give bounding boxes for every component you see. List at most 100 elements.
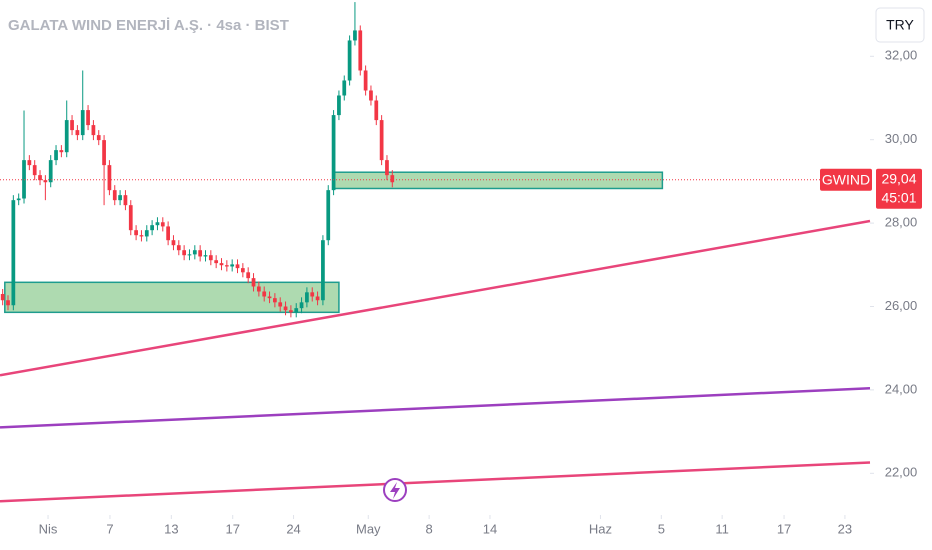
candle-body <box>155 222 160 226</box>
candle-body <box>289 310 293 313</box>
candle-body <box>48 160 53 183</box>
candle-body <box>273 298 277 303</box>
candle-body <box>283 306 288 311</box>
candle-body <box>64 120 69 153</box>
candle-body <box>251 278 256 287</box>
price-tag <box>876 168 922 209</box>
y-tick-label: 32,00 <box>885 48 918 63</box>
candle-body <box>160 222 165 227</box>
x-tick-label: 24 <box>286 521 300 536</box>
plot-layer: 22,00 24,00 26,00 28,00 30,00 32,00 Nis 7 13 17 24… <box>0 2 922 536</box>
x-tick-label: 14 <box>483 521 497 536</box>
candle-body <box>337 95 341 116</box>
x-tick-label: 17 <box>225 521 239 536</box>
candle-body <box>267 296 272 299</box>
trend-line <box>0 219 871 377</box>
candle-body <box>256 286 261 292</box>
last-price-label: 29,04 <box>881 170 916 186</box>
candle-body <box>91 125 96 136</box>
x-tick-label: 23 <box>838 521 852 536</box>
y-tick-label: 22,00 <box>885 465 918 480</box>
x-tick-label: 13 <box>164 521 178 536</box>
x-tick-label: 11 <box>715 521 729 536</box>
candle-body <box>32 165 37 176</box>
candle-body <box>80 110 85 136</box>
candle-body <box>112 190 117 201</box>
candle-body <box>219 263 224 266</box>
candle-body <box>208 255 213 261</box>
candle-body <box>294 308 299 313</box>
candle-body <box>331 115 336 191</box>
candle-body <box>214 260 219 264</box>
zone <box>332 171 664 190</box>
candle-body <box>150 225 154 231</box>
candle-body <box>182 250 187 256</box>
x-tick-label: 17 <box>777 521 791 536</box>
x-tick-label: Haz <box>589 521 612 536</box>
y-tick-label: 28,00 <box>885 215 918 230</box>
candle-body <box>278 302 283 307</box>
candle-body <box>374 100 379 121</box>
candle-body <box>240 268 245 273</box>
candle-body <box>192 250 197 255</box>
y-tick-label: 30,00 <box>885 131 918 146</box>
candle-body <box>107 165 112 191</box>
candle-body <box>246 272 251 279</box>
event-icon <box>390 482 400 499</box>
candle-body <box>43 180 48 183</box>
candle-body <box>385 160 389 176</box>
countdown-label: 45:01 <box>881 189 916 205</box>
y-tick-label: 24,00 <box>885 381 918 396</box>
x-tick-label: 8 <box>426 521 433 536</box>
candle-body <box>262 291 267 297</box>
x-tick-label: 5 <box>658 521 665 536</box>
candle-body <box>369 90 373 101</box>
candle-body <box>38 175 42 181</box>
x-tick-label: May <box>356 521 381 536</box>
candle-body <box>310 292 315 297</box>
candle-body <box>27 160 32 166</box>
candle-body <box>166 226 170 241</box>
symbol-tag <box>820 168 872 191</box>
x-tick-label: Nis <box>39 521 58 536</box>
zone <box>4 281 340 314</box>
trend-line <box>0 461 871 503</box>
candle-body <box>134 230 138 236</box>
candle-body <box>96 135 101 141</box>
candle-body <box>235 264 240 269</box>
candle-body <box>230 264 235 267</box>
candle-body <box>171 240 176 246</box>
candle-body <box>299 302 304 309</box>
candle-body <box>102 140 106 166</box>
candle-body <box>353 30 357 41</box>
candle-body <box>305 292 309 303</box>
candle-body <box>363 70 368 91</box>
candle-body <box>176 245 181 251</box>
currency-label[interactable]: TRY <box>886 17 914 33</box>
trend-line <box>0 386 871 429</box>
candle-body <box>347 40 352 81</box>
candle-body <box>70 120 74 131</box>
currency-button[interactable] <box>875 7 925 43</box>
candle-body <box>224 265 229 267</box>
candle-body <box>123 195 128 206</box>
candle-body <box>144 230 149 237</box>
candle-body <box>0 293 5 301</box>
candle-body <box>75 130 80 136</box>
candle-body <box>203 255 208 257</box>
candle-body <box>11 200 16 306</box>
symbol-label: GWIND <box>822 171 870 187</box>
candle-body <box>118 195 122 201</box>
candle-body <box>390 175 395 183</box>
candle-body <box>315 296 320 301</box>
candle-body <box>198 250 203 257</box>
event-marker[interactable] <box>383 478 407 502</box>
x-tick-label: 7 <box>106 521 113 536</box>
candle-body <box>128 205 133 231</box>
chart-title: GALATA WIND ENERJİ A.Ş. · 4sa · BIST <box>8 17 289 34</box>
candle-body <box>16 198 21 201</box>
candle-body <box>86 110 90 126</box>
candle-body <box>139 235 144 237</box>
candle-body <box>321 240 325 301</box>
